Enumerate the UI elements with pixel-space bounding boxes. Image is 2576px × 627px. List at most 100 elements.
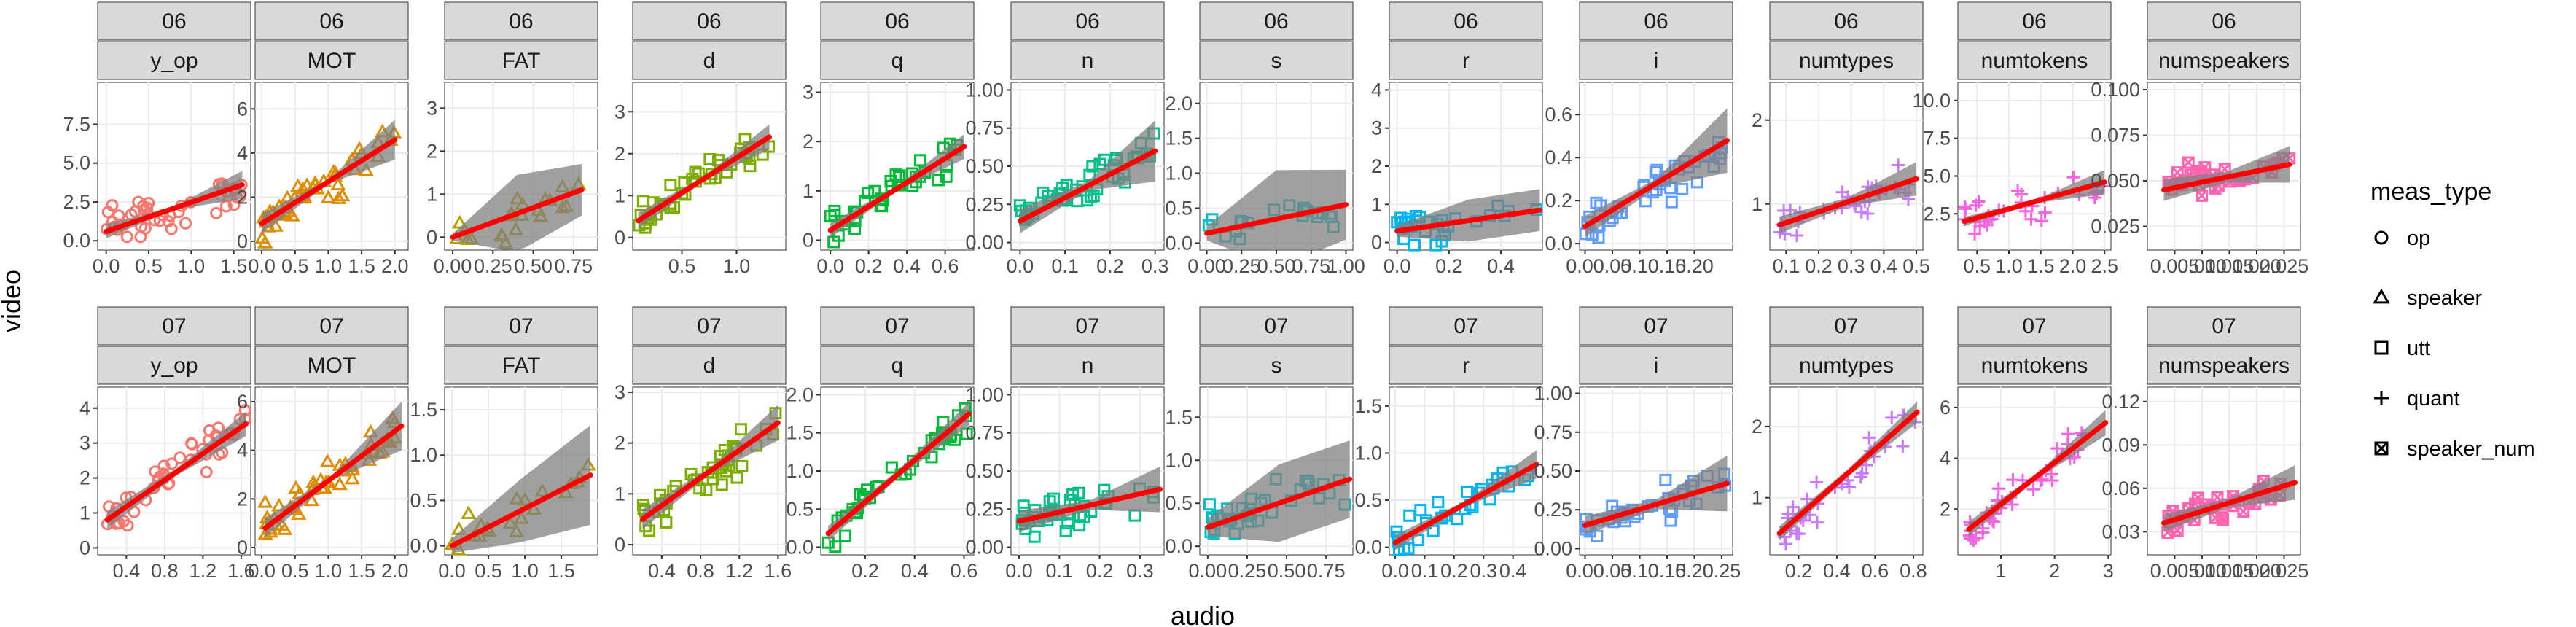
x-tick-label: 1 (1995, 560, 2006, 582)
data-point (2038, 206, 2052, 219)
data-point (1779, 537, 1792, 551)
x-tick-label: 0.0 (248, 560, 276, 582)
data-point (165, 457, 179, 470)
data-point (2026, 483, 2040, 496)
fit-line (2161, 162, 2292, 192)
y-tick-label: 1.0 (1354, 442, 1382, 464)
y-tick-label: 0 (237, 230, 248, 252)
y-tick-label: 1.5 (786, 422, 813, 444)
data-point (162, 215, 175, 228)
strip-label-inner: q (891, 354, 904, 378)
data-point (734, 423, 747, 436)
x-tick-label: 0.6 (951, 560, 978, 582)
y-tick-label: 0.50 (1534, 460, 1572, 482)
strip-label-outer: 07 (1644, 314, 1668, 338)
strip-label-inner: numtokens (1981, 354, 2088, 378)
strip-label-inner: i (1654, 354, 1659, 378)
data-point (1896, 440, 1910, 453)
fit-line (1776, 176, 1919, 227)
strip-background (1957, 346, 2112, 385)
x-tick-label: 0.0 (816, 255, 844, 277)
strip-background (97, 41, 251, 80)
strip-label-outer: 07 (1264, 314, 1288, 338)
strip-background (1579, 1, 1733, 41)
y-tick-label: 0.00 (1534, 537, 1572, 559)
strip-background (1199, 41, 1354, 80)
strip-background (820, 346, 975, 385)
strip-label-inner: numspeakers (2158, 354, 2290, 378)
strip-label-outer: 06 (162, 9, 186, 34)
strip-background (1389, 1, 1543, 41)
x-tick-label: 0.00 (1566, 255, 1604, 277)
x-tick-label: 1.5 (348, 560, 375, 582)
strip-label-outer: 07 (509, 314, 533, 338)
y-tick-label: 0.4 (1545, 147, 1572, 168)
x-tick-label: 0.25 (1228, 560, 1267, 582)
data-point (1676, 182, 1689, 195)
y-tick-label: 1 (426, 183, 437, 205)
y-tick-label: 0.0 (1354, 537, 1382, 558)
fit-line (450, 187, 585, 240)
y-tick-label: 0.75 (1534, 421, 1572, 443)
confidence-band (452, 425, 590, 553)
y-tick-label: 10.0 (1912, 90, 1951, 112)
strip-background (1579, 306, 1733, 346)
legend-label: speaker_num (2407, 437, 2535, 461)
x-tick-label: 0.0 (248, 255, 276, 277)
data-point (344, 470, 360, 485)
data-point (839, 529, 852, 542)
fit-line (1776, 409, 1920, 537)
data-point (1665, 195, 1678, 209)
strip-background (1389, 41, 1543, 80)
x-tick-label: 0.4 (901, 560, 929, 582)
strip-label-outer: 06 (2022, 9, 2046, 34)
data-point (1777, 203, 1791, 217)
strip-background (820, 1, 975, 41)
fit-line (1582, 138, 1730, 230)
x-tick-label: 0.15 (1648, 255, 1687, 277)
y-tick-label: 2.5 (1923, 203, 1951, 225)
strip-label-inner: MOT (308, 354, 356, 378)
strip-background (2147, 1, 2301, 41)
data-point (185, 437, 198, 450)
strip-background (632, 1, 787, 41)
data-point (120, 230, 133, 244)
strip-label-inner: r (1462, 354, 1470, 378)
data-point (2011, 184, 2025, 198)
x-tick-label: 1.0 (1995, 255, 2023, 277)
fit-line (636, 134, 772, 224)
data-point (284, 207, 300, 222)
y-tick-label: 2.5 (63, 191, 90, 213)
data-point (2217, 513, 2230, 526)
data-point (862, 187, 875, 200)
strip-background (1957, 1, 2112, 41)
fit-line (262, 423, 405, 531)
legend-item-utt: utt (2374, 337, 2430, 360)
x-tick-label: 0.00 (1189, 560, 1227, 582)
x-tick-label: 0.0 (1381, 560, 1409, 582)
strip-label-outer: 07 (697, 314, 721, 338)
data-point (1066, 488, 1080, 501)
panel-07-MOT: 07 MOT 0.0 0.5 1.0 1.5 2.0 0 2 4 6 (237, 306, 409, 582)
data-point (1861, 206, 1875, 220)
x-tick-label: 1.5 (220, 255, 248, 277)
y-tick-label: 0.2 (1545, 190, 1572, 211)
y-tick-label: 0.50 (965, 460, 1004, 482)
x-tick-label: 0.05 (1593, 255, 1632, 277)
y-tick-label: 1 (614, 483, 625, 505)
data-point (1659, 473, 1672, 486)
x-tick-label: 0.50 (1268, 560, 1306, 582)
strip-label-inner: n (1082, 49, 1094, 73)
data-point (254, 230, 270, 244)
legend-item-quant: quant (2374, 387, 2460, 410)
strip-background (444, 306, 598, 346)
y-tick-label: 3 (803, 82, 813, 104)
legend-item-speaker: speaker (2373, 287, 2483, 310)
y-tick-label: 1 (614, 184, 625, 206)
strip-label-inner: MOT (308, 49, 356, 73)
data-point (1028, 530, 1041, 543)
y-tick-label: 4 (79, 397, 90, 419)
x-tick-label: 0.0 (93, 255, 120, 277)
data-point (2066, 171, 2080, 184)
data-point (1203, 498, 1216, 511)
